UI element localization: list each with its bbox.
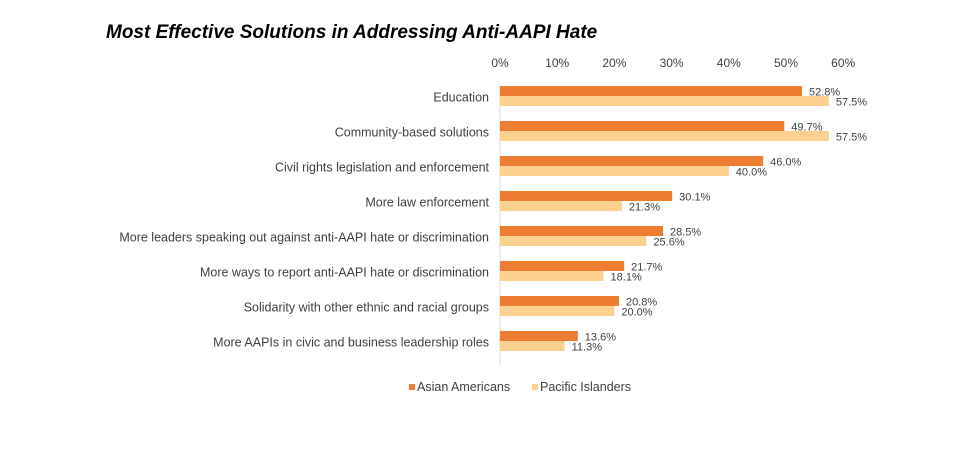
legend-label-asian-americans: Asian Americans	[417, 380, 510, 394]
bar-asian-americans	[500, 331, 578, 341]
data-label-asian-americans: 13.6%	[585, 332, 616, 344]
legend-label-pacific-islanders: Pacific Islanders	[540, 380, 631, 394]
legend-swatch-pacific-islanders	[532, 384, 538, 390]
x-tick-label: 10%	[545, 56, 569, 70]
x-tick-label: 60%	[831, 56, 855, 70]
x-tick-label: 40%	[717, 56, 741, 70]
category-label: Civil rights legislation and enforcement	[275, 161, 490, 175]
data-label-asian-americans: 46.0%	[770, 157, 801, 169]
bar-pacific-islanders	[500, 166, 729, 176]
bar-asian-americans	[500, 121, 785, 131]
data-label-pacific-islanders: 57.5%	[836, 132, 867, 144]
category-label: More AAPIs in civic and business leaders…	[213, 336, 489, 350]
data-label-asian-americans: 28.5%	[670, 227, 701, 239]
data-label-asian-americans: 52.8%	[809, 87, 840, 99]
bar-pacific-islanders	[500, 201, 622, 211]
category-label: Community-based solutions	[335, 126, 489, 140]
data-label-asian-americans: 20.8%	[626, 297, 657, 309]
data-label-pacific-islanders: 11.3%	[572, 342, 603, 354]
bar-asian-americans	[500, 191, 673, 201]
bar-pacific-islanders	[500, 341, 565, 351]
legend-swatch-asian-americans	[409, 384, 415, 390]
bar-pacific-islanders	[500, 96, 829, 106]
bar-asian-americans	[500, 156, 764, 166]
data-label-pacific-islanders: 21.3%	[629, 202, 660, 214]
bar-pacific-islanders	[500, 271, 604, 281]
data-label-asian-americans: 21.7%	[631, 262, 662, 274]
data-label-pacific-islanders: 18.1%	[611, 272, 642, 284]
x-tick-label: 0%	[491, 56, 509, 70]
x-tick-label: 20%	[602, 56, 626, 70]
category-label: Solidarity with other ethnic and racial …	[244, 301, 489, 315]
data-label-asian-americans: 30.1%	[679, 192, 710, 204]
bar-asian-americans	[500, 86, 803, 96]
bar-asian-americans	[500, 226, 664, 236]
data-label-pacific-islanders: 25.6%	[653, 237, 684, 249]
x-tick-label: 30%	[660, 56, 684, 70]
category-label: More leaders speaking out against anti-A…	[119, 231, 489, 245]
chart-title: Most Effective Solutions in Addressing A…	[106, 22, 598, 43]
category-label: More law enforcement	[365, 196, 489, 210]
data-label-asian-americans: 49.7%	[791, 122, 822, 134]
bar-pacific-islanders	[500, 131, 829, 141]
data-label-pacific-islanders: 20.0%	[621, 307, 652, 319]
data-label-pacific-islanders: 40.0%	[736, 167, 767, 179]
category-label: More ways to report anti-AAPI hate or di…	[200, 266, 489, 280]
bar-pacific-islanders	[500, 306, 615, 316]
x-tick-label: 50%	[774, 56, 798, 70]
category-label: Education	[433, 91, 489, 105]
bar-pacific-islanders	[500, 236, 647, 246]
bar-asian-americans	[500, 296, 619, 306]
data-label-pacific-islanders: 57.5%	[836, 97, 867, 109]
bar-asian-americans	[500, 261, 625, 271]
